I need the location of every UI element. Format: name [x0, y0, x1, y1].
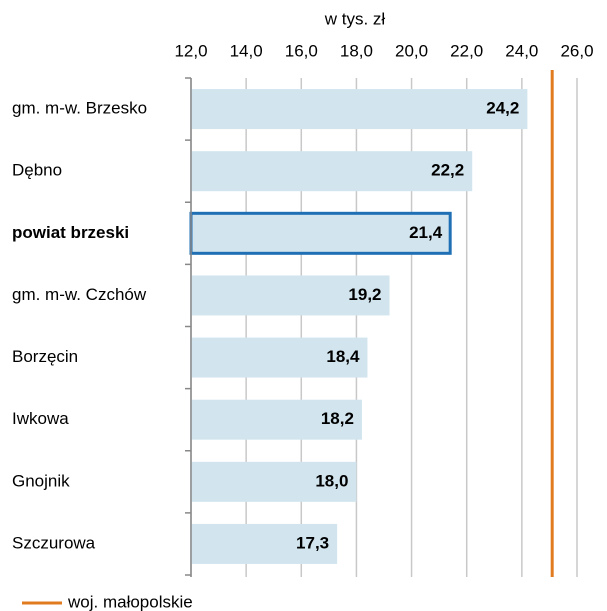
- y-tick-label: Gnojnik: [12, 471, 70, 490]
- x-tick-label: 24,0: [505, 41, 538, 60]
- y-tick-label: Dębno: [12, 161, 62, 180]
- y-tick-label: powiat brzeski: [12, 223, 129, 242]
- bar: [191, 523, 338, 564]
- value-label: 24,2: [486, 99, 519, 118]
- value-label: 18,4: [326, 347, 360, 366]
- axis-title: w tys. zł: [324, 9, 386, 28]
- x-tick-label: 26,0: [560, 41, 593, 60]
- bar: [191, 461, 357, 502]
- value-label: 17,3: [296, 533, 329, 552]
- value-label: 18,2: [321, 409, 354, 428]
- legend-label: woj. małopolskie: [67, 592, 193, 611]
- x-tick-label: 16,0: [285, 41, 318, 60]
- bar: [191, 337, 368, 378]
- x-tick-label: 14,0: [230, 41, 263, 60]
- y-tick-label: gm. m-w. Brzesko: [12, 99, 147, 118]
- y-tick-label: Borzęcin: [12, 347, 78, 366]
- value-label: 18,0: [315, 471, 348, 490]
- value-label: 21,4: [409, 223, 443, 242]
- y-tick-label: gm. m-w. Czchów: [12, 285, 147, 304]
- value-label: 19,2: [348, 285, 381, 304]
- y-tick-label: Iwkowa: [12, 409, 69, 428]
- bar: [191, 89, 528, 130]
- x-tick-label: 18,0: [340, 41, 373, 60]
- y-tick-label: Szczurowa: [12, 533, 96, 552]
- bar: [191, 151, 473, 192]
- bar: [191, 275, 390, 316]
- x-tick-label: 22,0: [450, 41, 483, 60]
- bar: [191, 399, 362, 440]
- x-tick-label: 12,0: [174, 41, 207, 60]
- value-label: 22,2: [431, 161, 464, 180]
- x-tick-label: 20,0: [395, 41, 428, 60]
